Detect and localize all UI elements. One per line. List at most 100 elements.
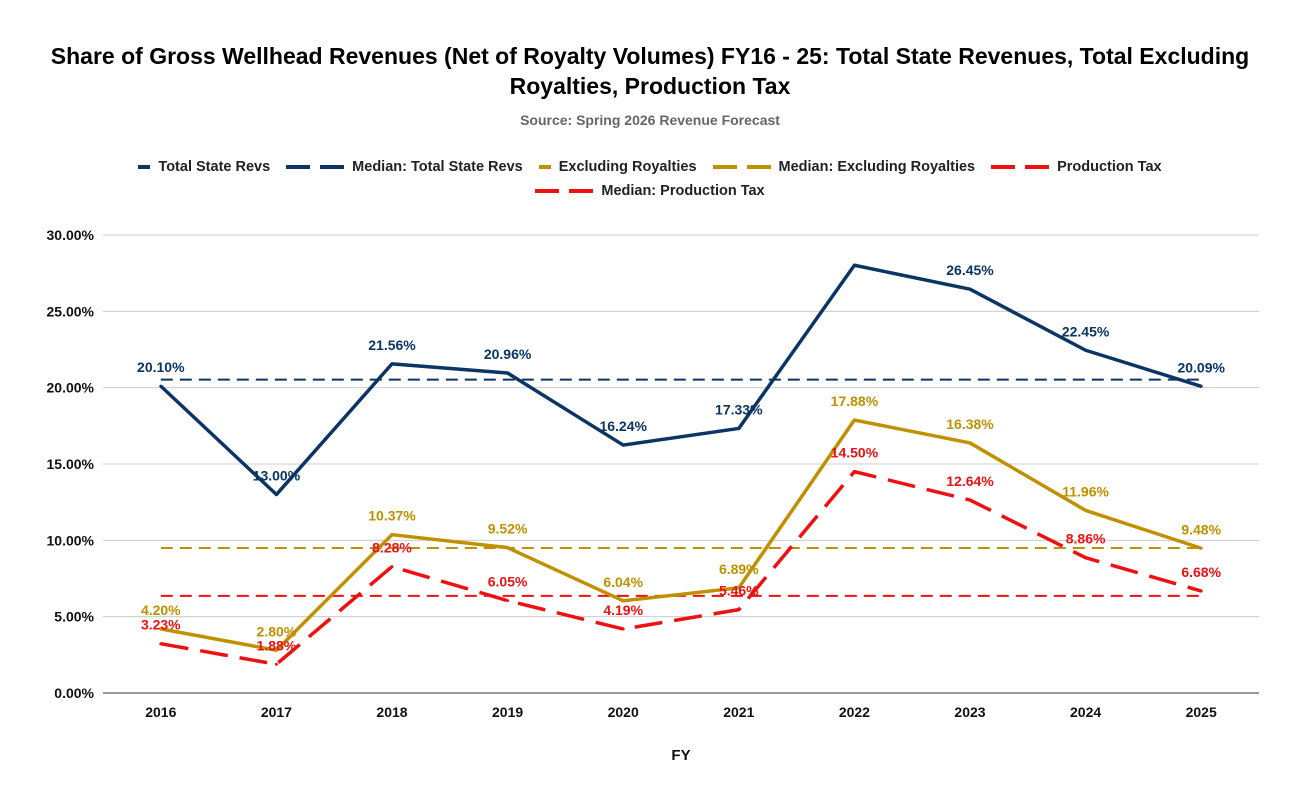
data-point	[852, 263, 856, 267]
data-point	[390, 533, 394, 537]
series-line	[160, 418, 1202, 653]
y-tick-label: 5.00%	[54, 609, 94, 625]
data-point	[968, 498, 972, 502]
legend-swatch	[538, 165, 551, 169]
x-tick-label: 2025	[1186, 704, 1217, 720]
legend-swatch	[138, 165, 151, 169]
data-point	[390, 565, 394, 569]
legend-item: Median: Production Tax	[535, 183, 765, 199]
data-point	[1084, 556, 1088, 560]
x-tick-label: 2024	[1070, 704, 1101, 720]
legend-item: Total State Revs	[138, 159, 270, 175]
legend-swatch	[535, 189, 594, 193]
y-tick-label: 10.00%	[47, 532, 95, 548]
data-point	[737, 586, 741, 590]
data-point	[1199, 384, 1203, 388]
legend-item: Excluding Royalties	[538, 159, 697, 175]
data-label: 17.33%	[715, 401, 763, 417]
legend-item: Median: Excluding Royalties	[712, 159, 976, 175]
x-tick-label: 2017	[261, 704, 292, 720]
y-tick-label: 20.00%	[47, 380, 95, 396]
chart-subtitle: Source: Spring 2026 Revenue Forecast	[520, 112, 780, 128]
data-label: 21.56%	[368, 337, 416, 353]
legend-swatch	[991, 165, 1050, 169]
data-point	[852, 418, 856, 422]
data-label: 8.86%	[1066, 531, 1106, 547]
data-label: 4.20%	[141, 602, 181, 618]
data-point	[274, 493, 278, 497]
data-point	[737, 608, 741, 612]
y-tick-label: 0.00%	[54, 685, 94, 701]
x-tick-label: 2018	[376, 704, 407, 720]
data-label: 14.50%	[831, 445, 879, 461]
data-point	[274, 648, 278, 652]
legend-label: Median: Production Tax	[601, 183, 765, 199]
data-label: 16.24%	[599, 418, 647, 434]
legend-label: Production Tax	[1057, 159, 1162, 175]
data-point	[506, 371, 510, 375]
data-label: 3.23%	[141, 617, 181, 633]
legend-label: Total State Revs	[158, 159, 271, 175]
data-point	[968, 287, 972, 291]
legend-label: Median: Total State Revs	[352, 159, 523, 175]
data-label: 6.89%	[719, 561, 759, 577]
data-label: 20.10%	[137, 359, 185, 375]
data-label: 5.46%	[719, 583, 759, 599]
chart-title: Share of Gross Wellhead Revenues (Net of…	[50, 43, 1250, 99]
x-axis-title: FY	[671, 747, 690, 764]
data-point	[737, 426, 741, 430]
data-label: 6.68%	[1181, 564, 1221, 580]
data-label: 22.45%	[1062, 323, 1110, 339]
data-label: 20.96%	[484, 346, 532, 362]
data-point	[390, 362, 394, 366]
data-point	[274, 662, 278, 666]
legend-swatch	[286, 165, 345, 169]
legend: Total State Revs Median: Total State Revs…	[0, 157, 1300, 175]
data-label: 9.48%	[1181, 521, 1221, 537]
data-label: 16.38%	[946, 416, 994, 432]
x-tick-label: 2019	[492, 704, 523, 720]
data-label: 2.80%	[257, 623, 297, 639]
legend-item: Production Tax	[991, 159, 1162, 175]
data-label: 10.37%	[368, 508, 416, 524]
data-point	[621, 627, 625, 631]
data-label: 26.45%	[946, 262, 994, 278]
data-label: 4.19%	[603, 602, 643, 618]
series-line	[160, 469, 1202, 667]
data-point	[159, 642, 163, 646]
legend-label: Excluding Royalties	[558, 159, 697, 175]
series-line	[159, 263, 1202, 497]
data-point	[1084, 508, 1088, 512]
legend-swatch	[712, 165, 771, 169]
data-point	[852, 470, 856, 474]
data-label: 12.64%	[946, 473, 994, 489]
data-point	[1084, 348, 1088, 352]
data-label: 11.96%	[1062, 483, 1109, 499]
x-tick-label: 2022	[839, 704, 870, 720]
data-label: 9.52%	[488, 521, 528, 537]
data-label: 13.00%	[253, 468, 301, 484]
legend-row-2: Median: Production Tax	[0, 181, 1300, 199]
y-tick-label: 25.00%	[47, 303, 95, 319]
data-point	[1199, 546, 1203, 550]
legend-item: Median: Total State Revs	[286, 159, 523, 175]
x-tick-label: 2016	[145, 704, 176, 720]
data-label: 20.09%	[1177, 359, 1225, 375]
x-tick-label: 2020	[608, 704, 639, 720]
legend-label: Median: Excluding Royalties	[778, 159, 976, 175]
x-tick-label: 2021	[723, 704, 754, 720]
data-point	[1199, 589, 1203, 593]
data-point	[968, 441, 972, 445]
data-label: 6.05%	[488, 574, 528, 590]
data-label: 1.88%	[257, 637, 297, 653]
data-point	[159, 627, 163, 631]
data-label: 17.88%	[831, 393, 879, 409]
y-tick-label: 15.00%	[47, 456, 95, 472]
y-tick-label: 30.00%	[47, 227, 95, 243]
data-point	[506, 599, 510, 603]
data-label: 8.28%	[372, 540, 412, 556]
x-tick-label: 2023	[954, 704, 985, 720]
data-point	[621, 443, 625, 447]
